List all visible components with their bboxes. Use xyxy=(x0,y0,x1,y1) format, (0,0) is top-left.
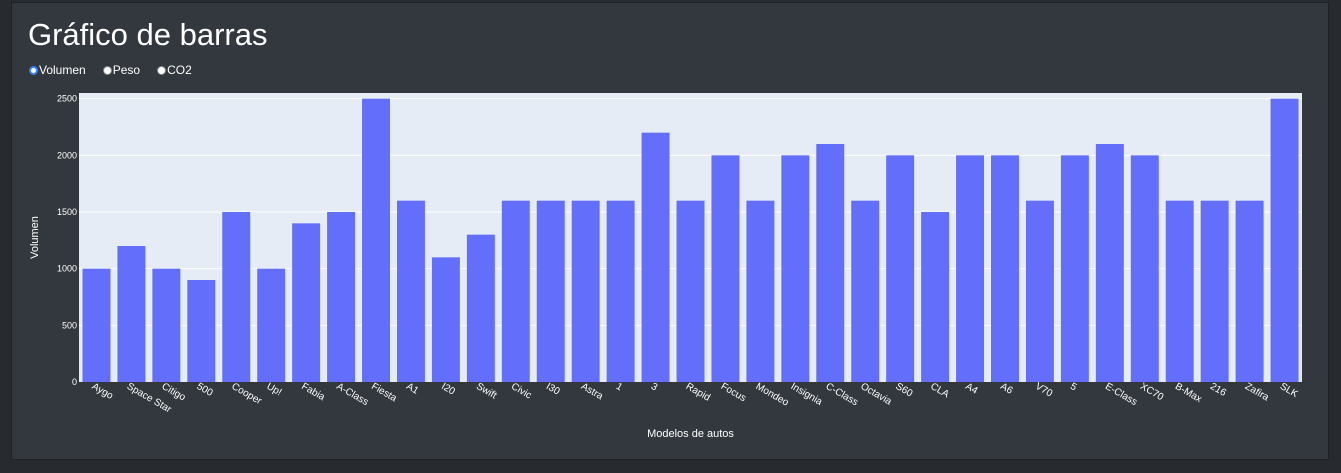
bar[interactable] xyxy=(851,200,880,382)
bar[interactable] xyxy=(117,246,146,382)
x-tick-label: CLA xyxy=(928,381,951,400)
x-tick-label: Zafira xyxy=(1243,381,1271,404)
bar[interactable] xyxy=(187,280,216,382)
bar[interactable] xyxy=(746,200,775,382)
x-tick-label: Fabia xyxy=(299,381,327,403)
y-tick-label: 0 xyxy=(72,377,77,387)
bar[interactable] xyxy=(781,155,810,382)
y-axis-label: Volumen xyxy=(29,216,41,259)
bar[interactable] xyxy=(536,200,565,382)
bar[interactable] xyxy=(956,155,985,382)
bar[interactable] xyxy=(1025,200,1054,382)
y-tick-labels: 0 500 1000 1500 2000 2500 xyxy=(57,94,77,387)
x-tick-label: Fiesta xyxy=(369,381,398,404)
bar[interactable] xyxy=(606,200,635,382)
y-tick-label: 2500 xyxy=(57,94,77,104)
radio-volumen-dot[interactable] xyxy=(29,65,38,75)
bar[interactable] xyxy=(921,212,950,382)
x-tick-label: 216 xyxy=(1208,381,1228,399)
bar[interactable] xyxy=(327,212,356,382)
x-tick-label: Aygo xyxy=(90,381,115,402)
x-tick-label: I30 xyxy=(544,381,562,398)
x-tick-label: XC70 xyxy=(1138,381,1166,403)
bar[interactable] xyxy=(1130,155,1159,382)
bar[interactable] xyxy=(991,155,1019,382)
radio-peso-label: Peso xyxy=(112,63,141,77)
x-tick-label: 3 xyxy=(649,381,660,394)
x-tick-label: A-Class xyxy=(334,381,370,408)
bar[interactable] xyxy=(641,132,670,382)
bar[interactable] xyxy=(257,268,286,382)
bar[interactable] xyxy=(1060,155,1089,382)
bar[interactable] xyxy=(711,155,740,382)
bar[interactable] xyxy=(362,98,390,383)
radio-co2[interactable]: CO2 xyxy=(157,63,192,77)
radio-volumen-label: Volumen xyxy=(39,63,86,77)
bar[interactable] xyxy=(1270,98,1299,383)
radio-peso-dot[interactable] xyxy=(102,65,112,75)
bar[interactable] xyxy=(222,212,251,382)
x-tick-label: Swift xyxy=(474,381,498,401)
bar[interactable] xyxy=(676,200,705,382)
radio-peso[interactable]: Peso xyxy=(102,63,141,77)
bar[interactable] xyxy=(1235,200,1264,382)
x-tick-label: 500 xyxy=(195,381,215,399)
y-tick-label: 2000 xyxy=(57,150,77,160)
bars xyxy=(82,98,1299,383)
x-tick-label: Mondeo xyxy=(754,381,791,409)
bar[interactable] xyxy=(886,155,915,382)
radio-co2-dot[interactable] xyxy=(157,65,167,75)
bar[interactable] xyxy=(571,200,600,382)
x-tick-label: Octavia xyxy=(859,381,894,408)
metric-radio-group: Volumen Peso CO2 xyxy=(29,63,209,77)
radio-volumen[interactable]: Volumen xyxy=(29,63,86,77)
x-tick-label: E-Class xyxy=(1103,381,1139,408)
x-tick-label: Astra xyxy=(579,381,605,402)
x-tick-label: SLK xyxy=(1278,381,1300,400)
y-tick-label: 1500 xyxy=(57,207,77,217)
x-tick-label: 5 xyxy=(1068,381,1079,394)
x-tick-label: Civic xyxy=(509,381,533,401)
x-tick-label: Insignia xyxy=(789,381,825,408)
bar[interactable] xyxy=(1095,144,1124,382)
x-tick-label: C-Class xyxy=(824,381,860,408)
y-tick-label: 500 xyxy=(62,320,77,330)
x-tick-label: V70 xyxy=(1033,381,1054,400)
x-tick-label: Cooper xyxy=(230,381,264,407)
radio-co2-label: CO2 xyxy=(167,63,192,77)
bar[interactable] xyxy=(466,234,495,382)
x-tick-label: I20 xyxy=(439,381,457,398)
bar[interactable] xyxy=(1165,200,1194,382)
x-tick-label: A4 xyxy=(963,381,979,397)
x-tick-label: A1 xyxy=(404,381,420,397)
bar[interactable] xyxy=(396,200,425,382)
bar[interactable] xyxy=(431,257,460,382)
bar[interactable] xyxy=(501,200,530,382)
x-tick-label: Rapid xyxy=(684,381,712,404)
x-tick-label: Focus xyxy=(719,381,748,404)
x-tick-label: S60 xyxy=(893,381,914,400)
x-axis-label: Modelos de autos xyxy=(647,428,734,440)
bar[interactable] xyxy=(292,223,321,382)
page-title: Gráfico de barras xyxy=(28,17,268,52)
bar[interactable] xyxy=(816,144,845,382)
bar[interactable] xyxy=(152,268,181,382)
bar[interactable] xyxy=(82,268,111,382)
x-tick-label: 1 xyxy=(614,381,625,394)
y-tick-label: 1000 xyxy=(57,264,77,274)
x-tick-label: B-Max xyxy=(1173,381,1204,405)
x-tick-label: A6 xyxy=(998,381,1014,397)
x-tick-label: Up! xyxy=(264,381,283,398)
bar[interactable] xyxy=(1200,200,1229,382)
